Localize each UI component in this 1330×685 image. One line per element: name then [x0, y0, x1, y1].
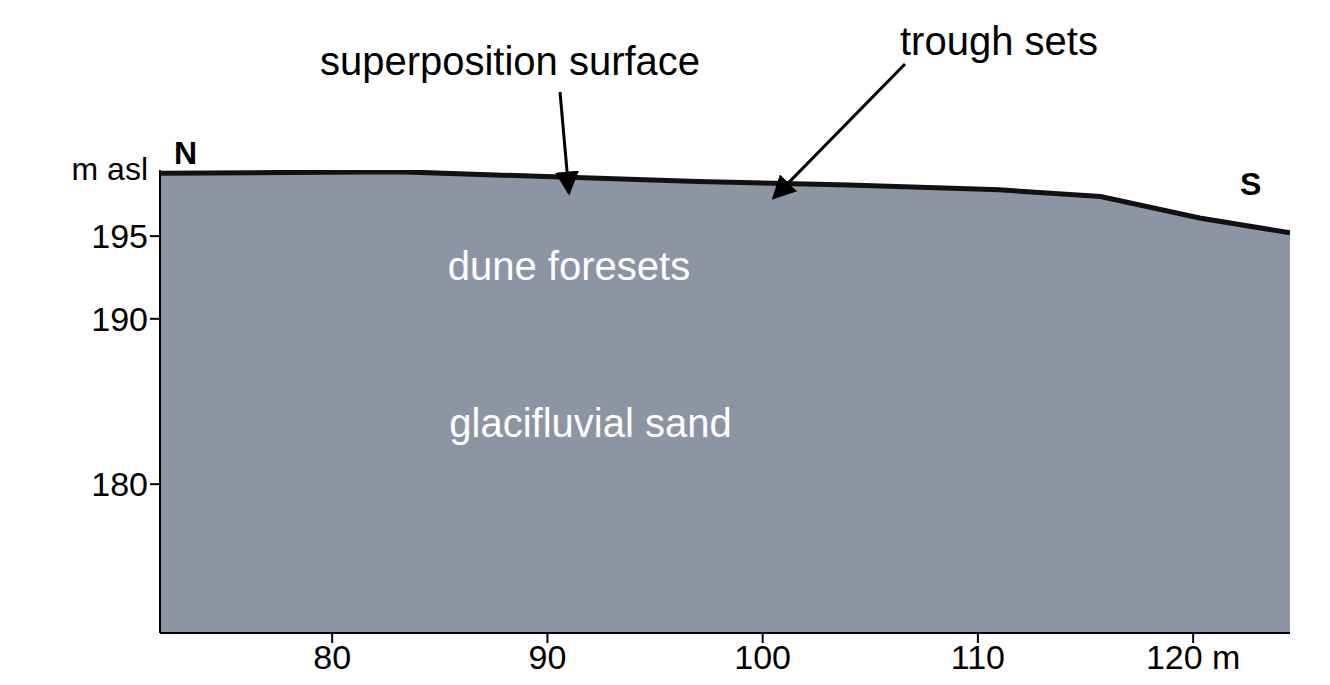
svg-text:glacifluvial sand: glacifluvial sand — [449, 401, 731, 445]
svg-text:190: 190 — [91, 300, 148, 338]
svg-text:superposition surface: superposition surface — [320, 39, 700, 83]
svg-text:dune foresets: dune foresets — [448, 244, 690, 288]
svg-text:S: S — [1240, 166, 1261, 202]
svg-text:110: 110 — [951, 638, 1005, 676]
svg-text:90: 90 — [529, 638, 567, 676]
svg-text:trough sets: trough sets — [900, 19, 1098, 63]
svg-text:80: 80 — [313, 638, 351, 676]
svg-text:N: N — [174, 135, 197, 171]
svg-text:180: 180 — [91, 465, 148, 503]
svg-text:m asl: m asl — [72, 151, 148, 187]
svg-text:100: 100 — [734, 638, 791, 676]
svg-text:120 m: 120 m — [1146, 638, 1241, 676]
svg-text:195: 195 — [91, 217, 148, 255]
